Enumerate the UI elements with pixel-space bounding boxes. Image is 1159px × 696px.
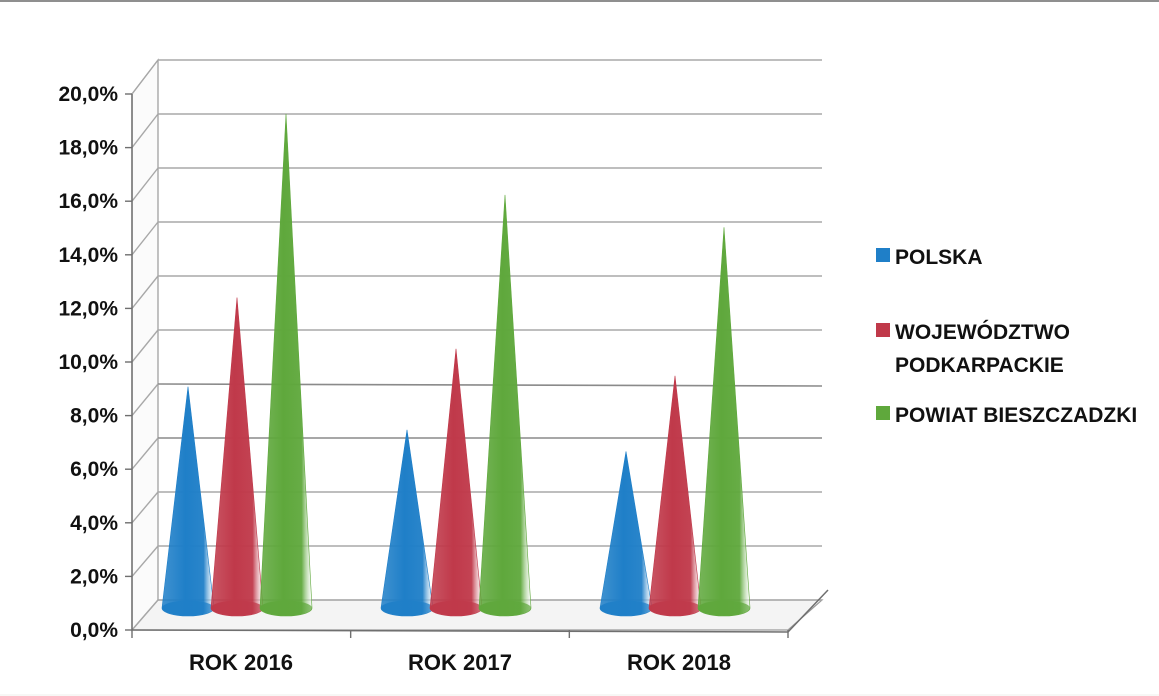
y-axis-tick-labels: 0,0% 2,0% 4,0% 6,0% 8,0% 10,0% 12,0% 14,0% 16,0%… [58,83,118,642]
cone-base [211,600,263,616]
gridline-side [131,491,159,524]
legend-label: POLSKA [895,246,983,269]
x-category-label: ROK 2016 [189,650,293,675]
legend-label: POWIAT BIESZCZADZKI [895,404,1137,427]
x-axis-line [131,629,789,633]
cone-wojew-dztwo-podkarpackie-1 [429,348,483,617]
cone-base [600,600,652,616]
cone-base [649,600,701,616]
cone-base [381,600,433,616]
cone-body [259,113,313,617]
y-tick-label: 20,0% [58,83,118,106]
floor-edge [787,589,829,633]
y-tick-label: 0,0% [70,619,118,642]
cone-body [161,386,215,617]
gridline-side [131,275,159,309]
cone-body [697,227,751,617]
legend: POLSKA WOJEWÓDZTWO PODKARPACKIE POWIAT BIES… [876,246,1137,427]
axes [125,93,829,638]
y-tick-label: 10,0% [58,351,118,374]
cone-wojew-dztwo-podkarpackie-2 [648,375,702,617]
gridline-side [131,221,159,256]
gridline-side [131,545,159,577]
gridline-side [131,437,159,470]
cone-body [210,297,264,617]
legend-swatch [876,248,890,262]
legend-label: WOJEWÓDZTWO PODKARPACKIE [895,320,1070,377]
cone-base [260,600,312,616]
cone-body [648,375,702,617]
cone-polska-0 [161,386,215,617]
cone-polska-1 [380,429,434,617]
gridline-side [131,383,159,417]
y-tick-label: 16,0% [58,190,118,213]
x-category-label: ROK 2018 [627,650,731,675]
legend-swatch [876,323,890,337]
gridline-side [131,59,159,95]
y-tick-label: 6,0% [70,458,118,481]
y-tick-label: 4,0% [70,512,118,535]
gridline-side [131,113,159,149]
cone-body [478,194,532,617]
cone-body [380,429,434,617]
cone-wojew-dztwo-podkarpackie-0 [210,297,264,617]
gridline [157,383,823,387]
x-category-label: ROK 2017 [408,650,512,675]
y-tick-label: 14,0% [58,244,118,267]
cone-powiat-bieszczadzki-0 [259,113,313,617]
y-tick-label: 8,0% [70,405,118,428]
cone-body [429,348,483,617]
cone-body [599,451,653,617]
cone-base [162,600,214,616]
cone-powiat-bieszczadzki-2 [697,227,751,617]
cone-base [698,600,750,616]
legend-item: POLSKA [876,246,983,269]
y-tick-label: 12,0% [58,297,118,320]
gridline-side [131,599,159,631]
legend-item: POWIAT BIESZCZADZKI [876,404,1137,427]
gridline-side [131,167,159,202]
legend-swatch [876,406,890,420]
cone-base [479,600,531,616]
legend-item: WOJEWÓDZTWO PODKARPACKIE [876,320,1070,377]
cone-base [430,600,482,616]
y-tick-label: 2,0% [70,565,118,588]
y-tick-label: 18,0% [58,137,118,160]
cone-powiat-bieszczadzki-1 [478,194,532,617]
cone-polska-2 [599,451,653,617]
x-axis-category-labels: ROK 2016 ROK 2017 ROK 2018 [189,650,731,675]
cones [161,113,751,617]
gridline-side [131,329,159,363]
